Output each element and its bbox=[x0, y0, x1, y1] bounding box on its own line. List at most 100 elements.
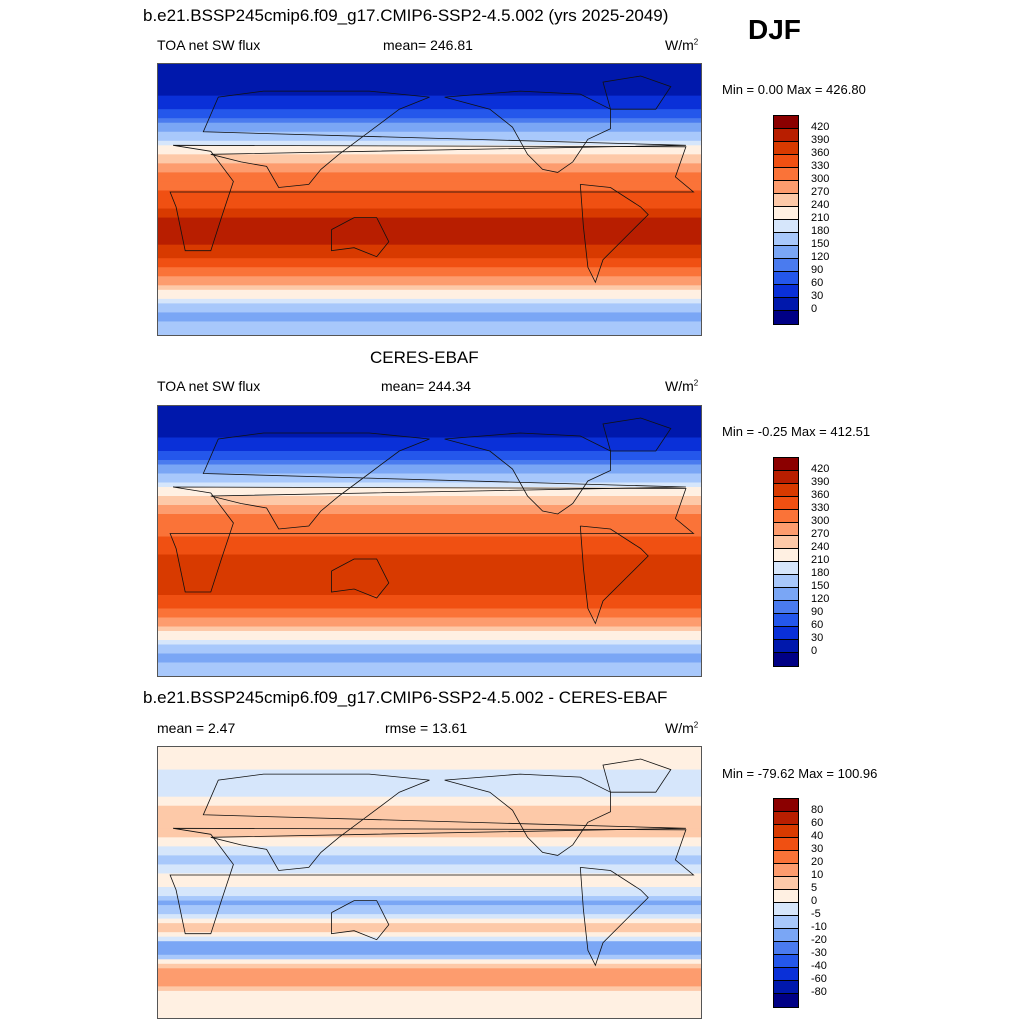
season-label: DJF bbox=[748, 14, 801, 45]
latitude-band bbox=[158, 864, 701, 870]
colorbar-swatch bbox=[774, 259, 798, 272]
latitude-band bbox=[158, 316, 701, 323]
colorbar-tick-label: 5 bbox=[811, 882, 818, 894]
latitude-band bbox=[158, 1013, 701, 1018]
latitude-band bbox=[158, 464, 701, 470]
latitude-band bbox=[158, 536, 701, 542]
latitude-band bbox=[158, 787, 701, 793]
panel3-map-canvas bbox=[158, 747, 701, 1018]
colorbar-swatch bbox=[774, 233, 798, 246]
latitude-band bbox=[158, 280, 701, 287]
latitude-band bbox=[158, 231, 701, 237]
colorbar-tick-label: 40 bbox=[811, 830, 824, 842]
coastline bbox=[202, 90, 686, 188]
panel2-title: CERES-EBAF bbox=[370, 348, 479, 367]
latitude-band bbox=[158, 945, 701, 952]
latitude-band bbox=[158, 914, 701, 920]
panel3-colorbar bbox=[773, 798, 799, 1008]
colorbar-swatch bbox=[774, 981, 798, 994]
colorbar-swatch bbox=[774, 877, 798, 890]
coastline bbox=[579, 184, 649, 284]
coastline bbox=[444, 773, 611, 856]
latitude-band bbox=[158, 509, 701, 515]
latitude-band bbox=[158, 289, 701, 296]
panel3-units: W/m2 bbox=[665, 720, 698, 736]
latitude-band bbox=[158, 954, 701, 961]
panel1-variable-label: TOA net SW flux bbox=[157, 37, 261, 53]
colorbar-swatch bbox=[774, 864, 798, 877]
latitude-band bbox=[158, 644, 701, 650]
panel3-map bbox=[157, 746, 702, 1019]
panel1-title: b.e21.BSSP245cmip6.f09_g17.CMIP6-SSP2-4.… bbox=[143, 6, 669, 25]
colorbar-tick-label: 300 bbox=[811, 173, 830, 185]
coastline bbox=[602, 417, 672, 452]
latitude-band bbox=[158, 249, 701, 255]
latitude-band bbox=[158, 424, 701, 430]
coastline bbox=[602, 758, 672, 793]
panel1-units: W/m2 bbox=[665, 37, 698, 53]
latitude-band bbox=[158, 832, 701, 839]
latitude-band bbox=[158, 859, 701, 866]
colorbar-swatch bbox=[774, 838, 798, 851]
latitude-band bbox=[158, 514, 701, 520]
latitude-band bbox=[158, 176, 701, 183]
colorbar-tick-label: -40 bbox=[811, 960, 827, 972]
latitude-band bbox=[158, 406, 701, 412]
colorbar-swatch bbox=[774, 562, 798, 575]
colorbar-tick-label: 210 bbox=[811, 212, 830, 224]
panel2-units: W/m2 bbox=[665, 378, 698, 394]
latitude-band bbox=[158, 968, 701, 974]
colorbar-tick-label: -30 bbox=[811, 947, 827, 959]
latitude-band bbox=[158, 271, 701, 278]
latitude-band bbox=[158, 595, 701, 601]
colorbar-tick-label: 80 bbox=[811, 804, 824, 816]
colorbar-tick-label: 240 bbox=[811, 541, 830, 553]
colorbar-swatch bbox=[774, 903, 798, 916]
latitude-band bbox=[158, 73, 701, 79]
latitude-band bbox=[158, 194, 701, 201]
latitude-band bbox=[158, 769, 701, 775]
latitude-band bbox=[158, 923, 701, 929]
latitude-band bbox=[158, 828, 701, 834]
colorbar-tick-label: 150 bbox=[811, 238, 830, 250]
coastline bbox=[202, 432, 686, 530]
latitude-band bbox=[158, 213, 701, 219]
colorbar-swatch bbox=[774, 614, 798, 627]
latitude-band bbox=[158, 451, 701, 457]
latitude-band bbox=[158, 204, 701, 210]
latitude-band bbox=[158, 167, 701, 174]
coastline bbox=[169, 144, 695, 252]
latitude-band bbox=[158, 599, 701, 605]
latitude-band bbox=[158, 258, 701, 264]
colorbar-tick-label: -5 bbox=[811, 908, 821, 920]
latitude-band bbox=[158, 617, 701, 623]
latitude-band bbox=[158, 437, 701, 443]
colorbar-tick-label: 30 bbox=[811, 290, 824, 302]
latitude-band bbox=[158, 253, 701, 260]
colorbar-swatch bbox=[774, 129, 798, 142]
colorbar-tick-label: 240 bbox=[811, 199, 830, 211]
latitude-band bbox=[158, 608, 701, 614]
colorbar-tick-label: 330 bbox=[811, 502, 830, 514]
colorbar-swatch bbox=[774, 168, 798, 181]
coastline bbox=[444, 90, 611, 173]
latitude-band bbox=[158, 850, 701, 857]
latitude-band bbox=[158, 972, 701, 979]
latitude-band bbox=[158, 303, 701, 309]
colorbar-tick-label: 420 bbox=[811, 463, 830, 475]
panel2-units-sup: 2 bbox=[693, 378, 699, 388]
colorbar-swatch bbox=[774, 285, 798, 298]
colorbar-swatch bbox=[774, 181, 798, 194]
latitude-band bbox=[158, 810, 701, 816]
latitude-band bbox=[158, 792, 701, 798]
latitude-band bbox=[158, 321, 701, 327]
colorbar-swatch bbox=[774, 155, 798, 168]
colorbar-tick-label: 180 bbox=[811, 567, 830, 579]
latitude-band bbox=[158, 118, 701, 124]
latitude-band bbox=[158, 181, 701, 187]
latitude-band bbox=[158, 855, 701, 861]
latitude-band bbox=[158, 977, 701, 983]
latitude-band bbox=[158, 91, 701, 97]
latitude-band bbox=[158, 82, 701, 88]
latitude-band bbox=[158, 887, 701, 893]
